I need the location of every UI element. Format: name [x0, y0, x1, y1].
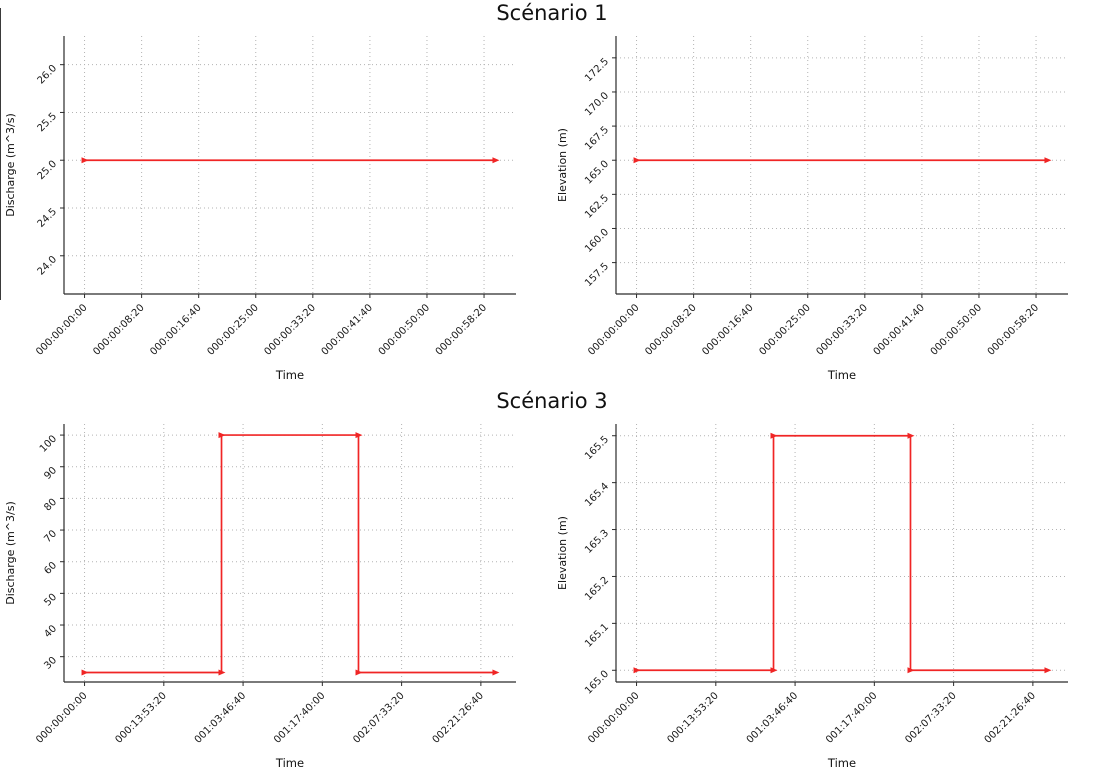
svg-text:50: 50	[42, 592, 59, 609]
svg-text:000:00:41:40: 000:00:41:40	[320, 302, 375, 357]
svg-text:25.0: 25.0	[36, 159, 60, 183]
svg-text:100: 100	[38, 433, 59, 454]
svg-text:90: 90	[42, 465, 59, 482]
svg-text:26.0: 26.0	[36, 63, 60, 87]
svg-text:165.0: 165.0	[583, 159, 611, 187]
svg-text:000:00:41:40: 000:00:41:40	[872, 302, 927, 357]
svg-text:000:00:50:00: 000:00:50:00	[377, 302, 432, 357]
svg-text:160.0: 160.0	[583, 227, 611, 255]
svg-text:002:21:26:40: 002:21:26:40	[431, 690, 486, 745]
svg-text:000:00:00:00: 000:00:00:00	[34, 302, 89, 357]
svg-text:24.0: 24.0	[36, 254, 60, 278]
svg-text:002:07:33:20: 002:07:33:20	[903, 690, 958, 745]
svg-text:000:00:50:00: 000:00:50:00	[929, 302, 984, 357]
svg-text:000:00:16:40: 000:00:16:40	[700, 302, 755, 357]
scenario-1-title: Scénario 1	[496, 1, 608, 25]
svg-text:000:00:33:20: 000:00:33:20	[815, 302, 870, 357]
svg-text:Time: Time	[827, 756, 856, 770]
svg-text:001:17:40:00: 001:17:40:00	[272, 690, 327, 745]
svg-text:Time: Time	[275, 368, 304, 382]
svg-text:000:00:58:20: 000:00:58:20	[434, 302, 489, 357]
scenario-1-charts: 000:00:00:00 000:00:08:20 000:00:16:40 000:…	[0, 26, 1104, 388]
svg-text:172.5: 172.5	[583, 56, 611, 84]
svg-text:000:00:00:00: 000:00:00:00	[34, 690, 89, 745]
svg-text:40: 40	[42, 623, 59, 640]
svg-text:001:03:46:40: 001:03:46:40	[193, 690, 248, 745]
chart-scenario3-discharge: 000:00:00:00 000:13:53:20 001:03:46:40 001:…	[4, 424, 516, 770]
svg-text:000:00:00:00: 000:00:00:00	[586, 690, 641, 745]
svg-text:167.5: 167.5	[583, 124, 611, 152]
svg-text:000:00:58:20: 000:00:58:20	[986, 302, 1041, 357]
svg-text:000:13:53:20: 000:13:53:20	[114, 690, 169, 745]
svg-text:165.1: 165.1	[583, 622, 611, 650]
svg-text:24.5: 24.5	[36, 206, 60, 230]
svg-text:002:07:33:20: 002:07:33:20	[351, 690, 406, 745]
svg-text:Time: Time	[275, 756, 304, 770]
svg-text:000:00:00:00: 000:00:00:00	[586, 302, 641, 357]
cropped-axis-edge-line	[0, 8, 1, 300]
figure-scenario-3: Scénario 3 000:00:00:00 000:13:53:20 001:0…	[0, 388, 1104, 776]
svg-text:001:03:46:40: 001:03:46:40	[745, 690, 800, 745]
svg-text:000:00:25:00: 000:00:25:00	[757, 302, 812, 357]
svg-text:Elevation (m): Elevation (m)	[556, 128, 569, 202]
svg-text:001:17:40:00: 001:17:40:00	[824, 690, 879, 745]
svg-text:000:00:33:20: 000:00:33:20	[263, 302, 318, 357]
chart-scenario1-discharge: 000:00:00:00 000:00:08:20 000:00:16:40 000:…	[4, 36, 516, 382]
svg-text:170.0: 170.0	[583, 90, 611, 118]
figure-scenario-1: Scénario 1 000:00:00:00 000:00:08:20 000:0…	[0, 0, 1104, 388]
svg-text:165.5: 165.5	[583, 434, 611, 462]
svg-text:002:21:26:40: 002:21:26:40	[983, 690, 1038, 745]
chart-scenario1-elevation: 000:00:00:00 000:00:08:20 000:00:16:40 000:…	[556, 36, 1068, 382]
svg-text:70: 70	[42, 528, 59, 545]
svg-text:162.5: 162.5	[583, 193, 611, 221]
scenario-3-title: Scénario 3	[496, 389, 608, 413]
svg-text:000:00:25:00: 000:00:25:00	[205, 302, 260, 357]
svg-text:Discharge (m^3/s): Discharge (m^3/s)	[4, 113, 17, 217]
svg-text:000:13:53:20: 000:13:53:20	[666, 690, 721, 745]
svg-text:30: 30	[42, 655, 59, 672]
svg-text:60: 60	[42, 560, 59, 577]
svg-text:80: 80	[42, 497, 59, 514]
svg-text:165.0: 165.0	[583, 669, 611, 697]
svg-text:157.5: 157.5	[583, 261, 611, 289]
svg-text:165.4: 165.4	[583, 481, 611, 509]
svg-text:Discharge (m^3/s): Discharge (m^3/s)	[4, 501, 17, 605]
svg-text:000:00:08:20: 000:00:08:20	[91, 302, 146, 357]
svg-text:165.3: 165.3	[583, 528, 611, 556]
svg-text:Time: Time	[827, 368, 856, 382]
svg-text:25.5: 25.5	[36, 111, 60, 135]
svg-text:Elevation (m): Elevation (m)	[556, 516, 569, 590]
svg-text:165.2: 165.2	[583, 575, 611, 603]
svg-text:000:00:16:40: 000:00:16:40	[148, 302, 203, 357]
scenario-3-charts: 000:00:00:00 000:13:53:20 001:03:46:40 001:…	[0, 414, 1104, 776]
chart-scenario3-elevation: 000:00:00:00 000:13:53:20 001:03:46:40 001:…	[556, 424, 1068, 770]
svg-text:000:00:08:20: 000:00:08:20	[643, 302, 698, 357]
